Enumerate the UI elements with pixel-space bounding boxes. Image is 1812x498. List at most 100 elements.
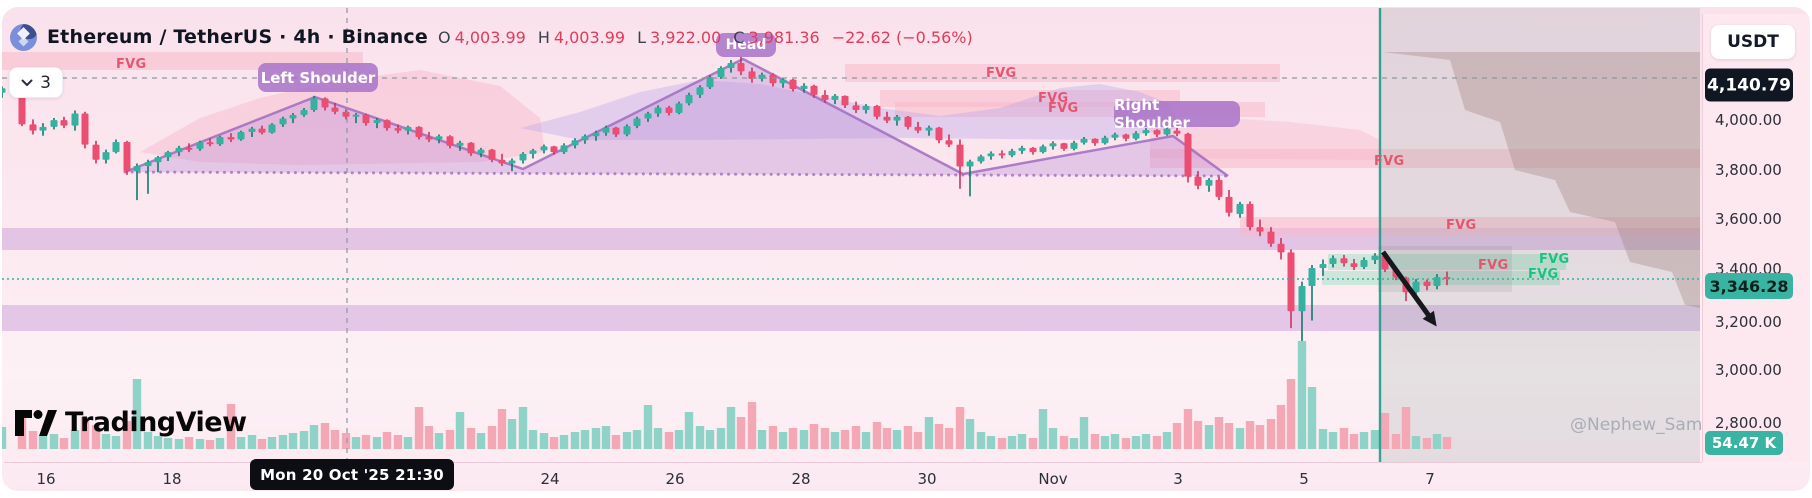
head-shoulders-fill[interactable] [125, 59, 1228, 176]
volume-bar [403, 437, 413, 449]
candle-body [789, 79, 797, 90]
volume-bar [1141, 434, 1151, 449]
time-tick-label: Nov [1038, 470, 1068, 488]
candle-body [435, 136, 443, 140]
candle-body [1142, 130, 1150, 134]
volume-bar [1204, 425, 1214, 449]
volume-bar [861, 432, 871, 449]
fvg-zone-bearish[interactable] [845, 64, 1280, 82]
volume-bar [778, 432, 788, 449]
volume-bar [424, 426, 434, 449]
volume-bar [684, 412, 694, 449]
volume-bar [1183, 409, 1193, 449]
candle-body [1049, 143, 1057, 147]
last-price-badge: 3,346.28 [1705, 273, 1793, 299]
candle-body [1039, 146, 1047, 153]
right-shoulder-badge[interactable]: Right Shoulder [1114, 96, 1240, 132]
candle-body [612, 127, 620, 135]
volume-bar [955, 407, 965, 449]
head-shoulders-outline[interactable] [124, 57, 1229, 178]
tradingview-logo[interactable]: TradingView [15, 407, 247, 438]
candle-body [841, 95, 849, 106]
fvg-label-red: FVG [1478, 258, 1509, 273]
volume-bar [653, 428, 663, 449]
candle-body [279, 118, 287, 125]
volume-bar [1059, 436, 1069, 449]
ethereum-logo-icon[interactable] [10, 23, 37, 51]
candle-body [1329, 258, 1337, 264]
volume-bar [1307, 387, 1317, 449]
fvg-zone-bearish[interactable] [1240, 217, 1700, 235]
chart-header: Ethereum / TetherUS · 4h · Binance O 4,0… [10, 21, 973, 53]
volume-bar [215, 438, 225, 449]
candle-body [404, 126, 412, 131]
candle-body [1256, 227, 1264, 232]
symbol-title[interactable]: Ethereum / TetherUS · 4h · Binance [47, 26, 428, 48]
arrow-drawing[interactable] [1380, 250, 1435, 322]
volume-bar [903, 426, 913, 449]
close-value: 3,981.36 [748, 27, 820, 47]
volume-bar [851, 426, 861, 449]
time-tick-label: 18 [162, 470, 182, 488]
candle-body [1236, 203, 1244, 214]
currency-toggle-button[interactable]: USDT [1711, 25, 1795, 59]
volume-bar [872, 422, 882, 449]
volume-bar [643, 405, 653, 449]
volume-bar [1339, 428, 1349, 449]
open-label: O [437, 27, 451, 47]
low-value: 3,922.00 [650, 27, 722, 47]
volume-bar [487, 426, 497, 449]
head-shoulder-badge[interactable]: Head [716, 33, 776, 57]
volume-bar [278, 435, 288, 449]
candle-body [342, 111, 350, 117]
volume-bar [1328, 432, 1338, 449]
neckline[interactable] [123, 170, 1230, 178]
candle-body [706, 77, 714, 88]
volume-bar [1245, 421, 1255, 449]
candle-body [737, 63, 745, 72]
candle-body [800, 85, 808, 90]
candle-body [1080, 138, 1088, 143]
watermark: @Nephew_Sam_ [1570, 415, 1711, 435]
volume-bar [1359, 432, 1369, 449]
volume-bar [247, 435, 257, 449]
volume-bar [747, 402, 757, 449]
time-axis[interactable]: 16 18 24 26 28 30 Nov 3 5 7 Mon 20 Oct '25 21:30 [4, 459, 1702, 491]
volume-bar [507, 419, 517, 449]
time-tick-label: 7 [1425, 470, 1435, 488]
volume-bar [934, 424, 944, 449]
fvg-zone-bearish[interactable] [1150, 149, 1700, 168]
volume-bar [1017, 434, 1027, 449]
supply-demand-zone[interactable] [2, 305, 1700, 331]
fvg-label-red: FVG [986, 66, 1017, 81]
price-tick-label: 4,000.00 [1715, 111, 1782, 129]
volume-bar [382, 432, 392, 449]
candle-body [185, 147, 193, 150]
candle-body [1070, 142, 1078, 149]
volume-bar [1172, 423, 1182, 449]
price-tick-label: 3,800.00 [1715, 161, 1782, 179]
left-shoulder-badge[interactable]: Left Shoulder [258, 63, 378, 92]
time-tick-label: 3 [1173, 470, 1183, 488]
fvg-zone-bullish[interactable] [1322, 271, 1560, 285]
candle-body [1091, 138, 1099, 144]
candle-body [477, 149, 485, 154]
volume-bar [695, 426, 705, 449]
cloud-shape [520, 80, 1180, 140]
candle-body [1132, 133, 1140, 139]
candle-body [945, 140, 953, 145]
fvg-label-red: FVG [1038, 91, 1069, 106]
volume-bar [101, 434, 111, 449]
candle-body [154, 157, 162, 163]
candle-body [2, 88, 6, 93]
drawings-dropdown[interactable]: 3 [9, 67, 63, 98]
volume-bar [476, 433, 486, 449]
volume-bar [1411, 436, 1421, 449]
fvg-label-green: FVG [1528, 267, 1559, 282]
candle-body [893, 116, 901, 121]
candle-body [60, 120, 68, 126]
price-axis[interactable]: USDT 4,000.00 3,800.00 3,600.00 3,400.00 3,2… [1702, 14, 1810, 462]
volume-bar [840, 430, 850, 449]
candle-body [633, 118, 641, 127]
volume-bar [965, 419, 975, 449]
